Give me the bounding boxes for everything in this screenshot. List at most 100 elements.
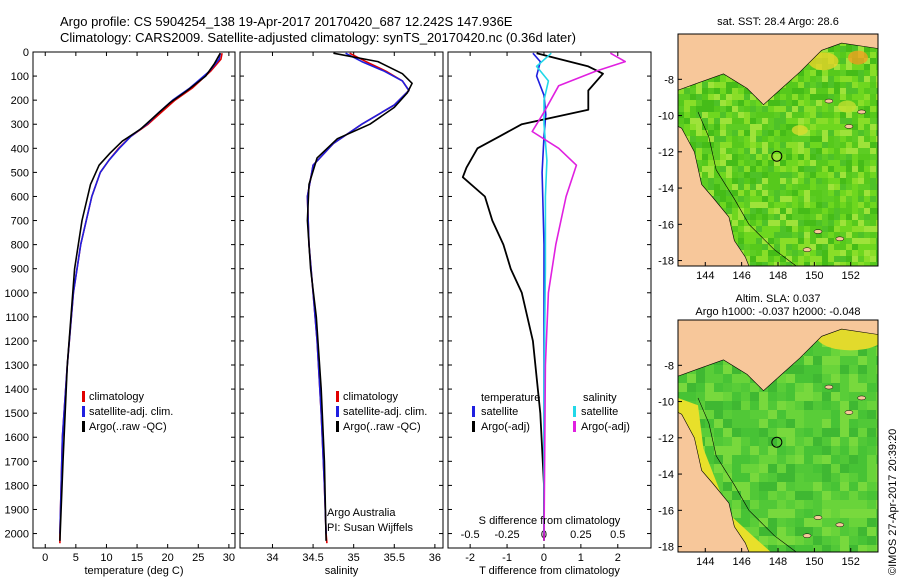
map-cell [777,509,786,518]
map-cell [804,250,810,256]
map-cell [774,124,780,130]
map-cell [840,536,849,545]
map-cell [849,518,858,527]
map-cell [810,70,816,76]
map-cell [864,208,870,214]
map-cell [804,154,810,160]
map-cell [840,392,849,401]
map-cell [831,500,840,509]
map-cell [858,365,867,374]
map-cell [834,172,840,178]
map-cell [774,166,780,172]
island [844,410,854,415]
map-cell [858,250,864,256]
map-cell [822,455,831,464]
x-tick-label: 30 [223,552,235,564]
map-cell [831,527,840,536]
map-cell [867,473,876,482]
map-cell [690,106,696,112]
map-cell [864,202,870,208]
map-cell [678,88,684,94]
map-cell [870,148,876,154]
difference-panel-frame [447,51,652,549]
map-cell [762,196,768,202]
map-cell [798,190,804,196]
map-cell [840,160,846,166]
map-cell [744,160,750,166]
map-cell [687,374,696,383]
map-cell [867,419,876,428]
island [857,395,866,401]
map-cell [708,82,714,88]
map-cell [714,178,720,184]
map-cell [786,500,795,509]
map-cell [813,545,822,552]
lon-tick-label: 144 [696,270,714,282]
map-cell [876,172,878,178]
map-cell [762,106,768,112]
map-cell [708,76,714,82]
map-cell [876,482,878,491]
x-tick-label: 15 [131,552,143,564]
map-cell [834,220,840,226]
map-cell [750,401,759,410]
map-cell [702,118,708,124]
map-cell [864,232,870,238]
map-cell [714,88,720,94]
map-cell [849,491,858,500]
map-cell [858,178,864,184]
x-tick-label: 35.5 [384,552,405,564]
map-cell [780,214,786,220]
map-cell [744,226,750,232]
map-cell [774,196,780,202]
map-cell [876,112,878,118]
map-cell [864,220,870,226]
map-cell [876,82,878,88]
map-cell [702,100,708,106]
map-cell [777,374,786,383]
map-cell [864,112,870,118]
map-cell [795,437,804,446]
map-cell [780,244,786,250]
map-cell [696,130,702,136]
map-cell [714,383,723,392]
map-cell [867,518,876,527]
map-cell [870,118,876,124]
depth-tick-label: 1700 [5,456,29,468]
map-cell [774,250,780,256]
map-cell [840,190,846,196]
map-cell [777,473,786,482]
map-cell [822,226,828,232]
map-cell [690,118,696,124]
map-cell [864,172,870,178]
map-cell [768,154,774,160]
map-cell [714,94,720,100]
map-cell [774,214,780,220]
map-cell [804,190,810,196]
map-cell [732,100,738,106]
map-cell [876,46,878,52]
map-cell [849,419,858,428]
map-cell [876,464,878,473]
map-cell [864,64,870,70]
map-cell [738,112,744,118]
map-cell [750,190,756,196]
map-cell [798,160,804,166]
map-cell [738,232,744,238]
map-cell [831,545,840,552]
map-cell [738,88,744,94]
map-cell [810,94,816,100]
map-cell [876,383,878,392]
map-cell [846,118,852,124]
map-cell [798,238,804,244]
map-cell [696,100,702,106]
map-cell [780,178,786,184]
map-cell [864,118,870,124]
map-cell [786,220,792,226]
map-cell [786,518,795,527]
map-cell [816,232,822,238]
map-cell [786,160,792,166]
map-cell [846,64,852,70]
map-cell [798,154,804,160]
map-cell [690,130,696,136]
